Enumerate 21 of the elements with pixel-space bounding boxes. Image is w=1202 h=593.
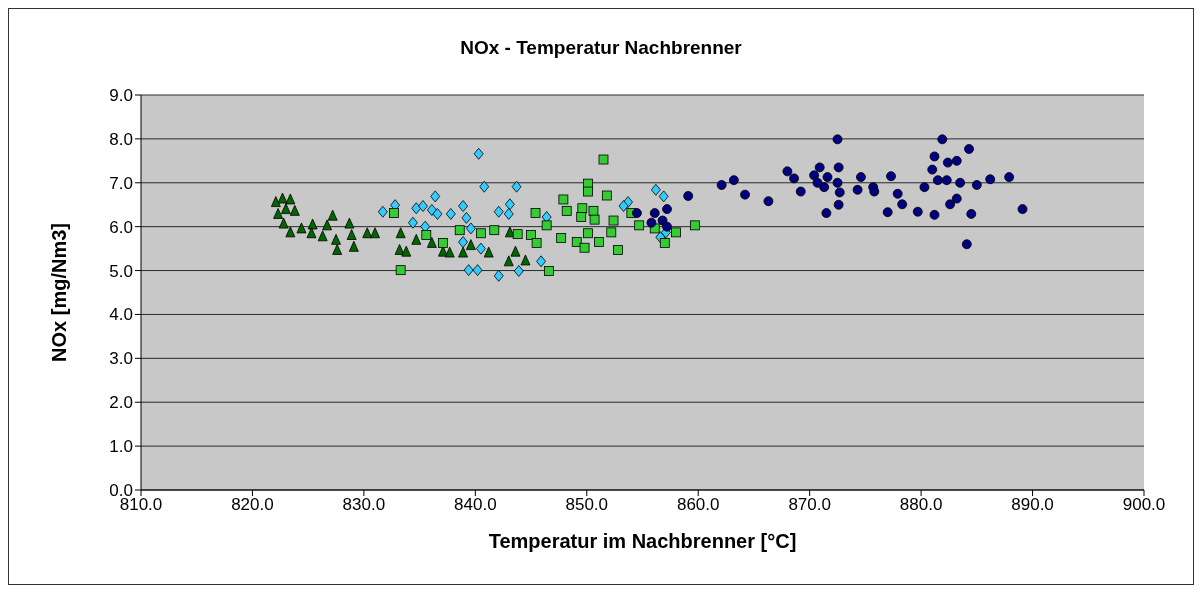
x-tick-label: 820.0 xyxy=(231,495,274,515)
x-tick-label: 900.0 xyxy=(1122,495,1166,515)
x-tick-label: 850.0 xyxy=(565,495,609,515)
y-tick-label: 6.0 xyxy=(109,217,133,237)
y-tick-label: 5.0 xyxy=(109,261,133,281)
y-tick-label: 9.0 xyxy=(109,86,133,106)
y-axis-title: NOx [mg/Nm3] xyxy=(48,223,71,362)
x-tick-label: 860.0 xyxy=(676,495,720,515)
x-tick-label: 870.0 xyxy=(788,495,831,515)
x-tick-label: 890.0 xyxy=(1011,495,1054,515)
y-tick-label: 1.0 xyxy=(109,437,133,457)
x-tick-label: 830.0 xyxy=(342,495,386,515)
y-tick-label: 4.0 xyxy=(109,305,133,325)
x-axis-title: Temperatur im Nachbrenner [°C] xyxy=(488,530,797,552)
y-tick-label: 2.0 xyxy=(109,393,133,413)
x-tick-label: 840.0 xyxy=(454,495,497,515)
chart-title: NOx - Temperatur Nachbrenner xyxy=(459,37,743,60)
y-tick-label: 7.0 xyxy=(109,173,133,193)
y-tick-label: 3.0 xyxy=(109,349,133,369)
x-tick-label: 880.0 xyxy=(899,495,943,515)
y-tick-label: 8.0 xyxy=(109,129,133,149)
